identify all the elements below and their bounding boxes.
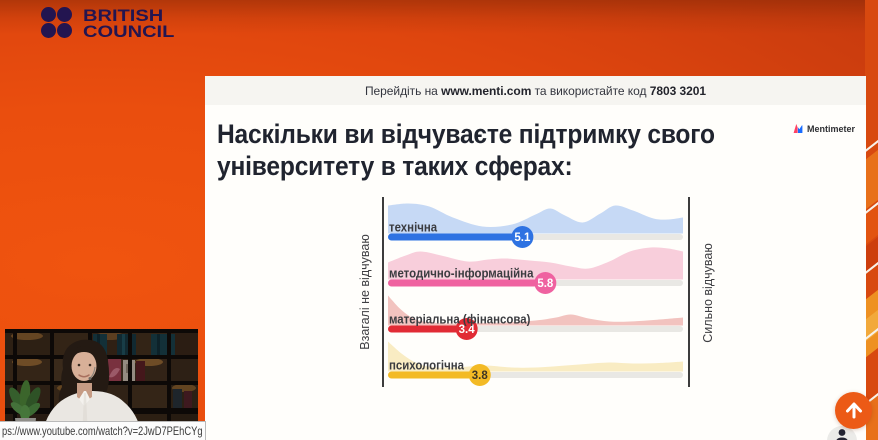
scroll-to-top-button[interactable] [835,391,872,429]
average-bar [388,325,467,333]
row-label: методично-інформаційна [389,266,534,281]
arrow-up-icon [845,402,862,419]
join-instruction-prefix: Перейдіть на [364,83,442,98]
row-label: матеріальна (фінансова) [389,312,530,327]
join-domain: www.menti.com [441,83,532,98]
distribution-area-1 [388,203,683,234]
average-value: 5.1 [514,232,531,244]
average-value: 5.8 [537,278,554,290]
status-url-text: ps://www.youtube.com/watch?v=2JwD7PEhCYg [2,424,203,438]
average-value: 3.4 [459,324,476,336]
average-bubble [455,318,478,340]
join-instruction-middle: та використайте код [531,83,650,98]
distribution-area-2 [388,247,683,280]
participant-avatar [827,426,857,440]
brand-ribbon-stripes [865,0,878,440]
menti-join-bar: Перейдіть на www.menti.com та використай… [205,76,866,105]
mentimeter-watermark: Mentimeter [793,123,855,134]
slide-title: Наскільки ви відчуваєте підтримку свого … [217,119,715,181]
average-bar [388,279,546,287]
british-council-logo: BRITISH COUNCIL [41,7,174,39]
average-bubble [468,364,491,386]
average-bubble [511,226,534,248]
join-code: 7803 3201 [649,83,707,98]
axis-line-left [382,197,384,387]
mentimeter-logo-icon [793,124,803,133]
brand-ribbon [865,0,878,440]
row-label: технічна [389,220,437,235]
british-council-dots-icon [41,7,72,38]
british-council-wordmark: BRITISH COUNCIL [83,6,175,41]
row-label: психологічна [389,358,464,373]
axis-label-min: Взагалі не відчуваю [358,234,372,349]
distribution-area-3 [388,295,683,326]
mentimeter-logo-text: Mentimeter [806,123,855,134]
average-bar [388,371,480,379]
average-bubble [534,272,557,294]
status-url-tooltip: ps://www.youtube.com/watch?v=2JwD7PEhCYg [0,421,206,440]
axis-line-right [688,197,690,387]
average-value: 3.8 [472,370,489,382]
person-icon [836,429,848,440]
presentation-slide: Перейдіть на www.menti.com та використай… [205,76,866,440]
distribution-area-4 [388,341,683,372]
axis-label-max: Сильно відчуваю [701,243,715,342]
average-bar [388,233,523,241]
